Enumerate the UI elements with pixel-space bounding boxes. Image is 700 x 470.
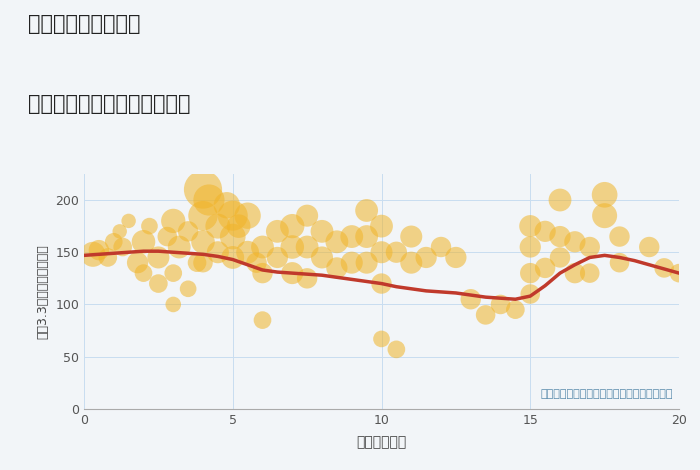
Point — [316, 227, 328, 235]
Point — [421, 254, 432, 261]
Point — [376, 249, 387, 256]
Text: 円の大きさは、取引のあった物件面積を示す: 円の大きさは、取引のあった物件面積を示す — [540, 390, 673, 400]
Point — [391, 249, 402, 256]
Point — [331, 264, 342, 272]
Point — [554, 196, 566, 204]
Point — [257, 269, 268, 277]
Point — [391, 345, 402, 353]
Point — [406, 259, 417, 266]
Point — [644, 243, 655, 251]
Point — [88, 251, 99, 258]
Point — [197, 212, 209, 219]
Point — [93, 246, 104, 254]
Y-axis label: 坪（3.3㎡）単価（万円）: 坪（3.3㎡）単価（万円） — [36, 244, 50, 339]
Point — [192, 259, 203, 266]
Point — [197, 259, 209, 266]
Point — [108, 238, 119, 245]
Point — [138, 238, 149, 245]
Point — [287, 222, 298, 230]
Point — [346, 259, 357, 266]
Point — [525, 269, 536, 277]
Point — [599, 212, 610, 219]
Point — [376, 222, 387, 230]
Text: 駅距離別中古マンション価格: 駅距離別中古マンション価格 — [28, 94, 190, 114]
Point — [287, 269, 298, 277]
Point — [614, 233, 625, 240]
Point — [144, 222, 155, 230]
Point — [257, 243, 268, 251]
Point — [435, 243, 447, 251]
Point — [117, 243, 128, 251]
Point — [540, 227, 551, 235]
Point — [242, 212, 253, 219]
Point — [302, 212, 313, 219]
Point — [525, 243, 536, 251]
Point — [212, 222, 223, 230]
Point — [584, 269, 595, 277]
Point — [480, 311, 491, 319]
Point — [251, 259, 262, 266]
Point — [221, 202, 232, 209]
Point — [376, 335, 387, 343]
Point — [525, 222, 536, 230]
Point — [227, 212, 238, 219]
Point — [599, 191, 610, 198]
Point — [233, 222, 244, 230]
Point — [168, 301, 179, 308]
Point — [584, 243, 595, 251]
Point — [554, 254, 566, 261]
Point — [197, 238, 209, 245]
Point — [138, 269, 149, 277]
Point — [331, 238, 342, 245]
Point — [183, 227, 194, 235]
Point — [569, 238, 580, 245]
Point — [102, 254, 113, 261]
Point — [569, 269, 580, 277]
Point — [168, 217, 179, 225]
Point — [227, 254, 238, 261]
Point — [540, 264, 551, 272]
Point — [465, 296, 476, 303]
Point — [316, 254, 328, 261]
Point — [168, 269, 179, 277]
Point — [302, 243, 313, 251]
Point — [132, 259, 144, 266]
Point — [212, 249, 223, 256]
Point — [123, 217, 134, 225]
Point — [183, 285, 194, 292]
Point — [346, 233, 357, 240]
Point — [495, 301, 506, 308]
Point — [673, 269, 685, 277]
Point — [114, 227, 125, 235]
Point — [525, 290, 536, 298]
Point — [361, 259, 372, 266]
Point — [272, 227, 283, 235]
Point — [554, 233, 566, 240]
Point — [174, 243, 185, 251]
Text: 東京都東久留米駅の: 東京都東久留米駅の — [28, 14, 141, 34]
Point — [153, 254, 164, 261]
Point — [257, 316, 268, 324]
Point — [510, 306, 521, 313]
Point — [361, 207, 372, 214]
Point — [302, 274, 313, 282]
Point — [450, 254, 461, 261]
X-axis label: 駅距離（分）: 駅距離（分） — [356, 435, 407, 449]
Point — [361, 233, 372, 240]
Point — [197, 186, 209, 193]
Point — [227, 233, 238, 240]
Point — [153, 280, 164, 287]
Point — [406, 233, 417, 240]
Point — [162, 233, 173, 240]
Point — [659, 264, 670, 272]
Point — [272, 254, 283, 261]
Point — [376, 280, 387, 287]
Point — [614, 259, 625, 266]
Point — [242, 249, 253, 256]
Point — [203, 196, 214, 204]
Point — [287, 243, 298, 251]
